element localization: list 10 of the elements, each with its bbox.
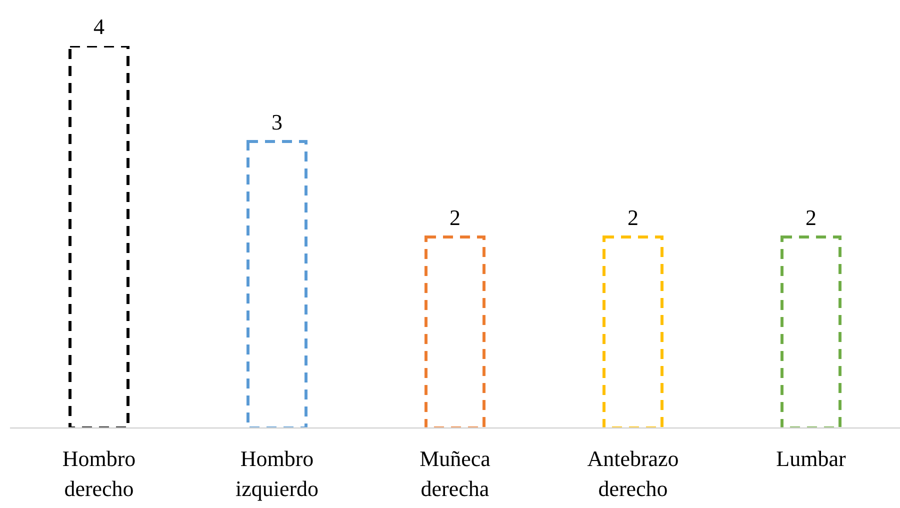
data-label: 2 [628, 205, 638, 230]
x-tick-label: Hombro izquierdo [235, 446, 319, 501]
data-label: 4 [94, 14, 104, 39]
data-label: 2 [450, 205, 460, 230]
data-label: 2 [806, 205, 816, 230]
x-tick-label: Muñeca derecha [420, 446, 491, 501]
x-tick-label: Lumbar [776, 446, 846, 471]
x-tick-label: Antebrazo derecho [587, 446, 679, 501]
x-tick-label: Hombro derecho [62, 446, 136, 501]
data-label: 3 [272, 110, 282, 134]
